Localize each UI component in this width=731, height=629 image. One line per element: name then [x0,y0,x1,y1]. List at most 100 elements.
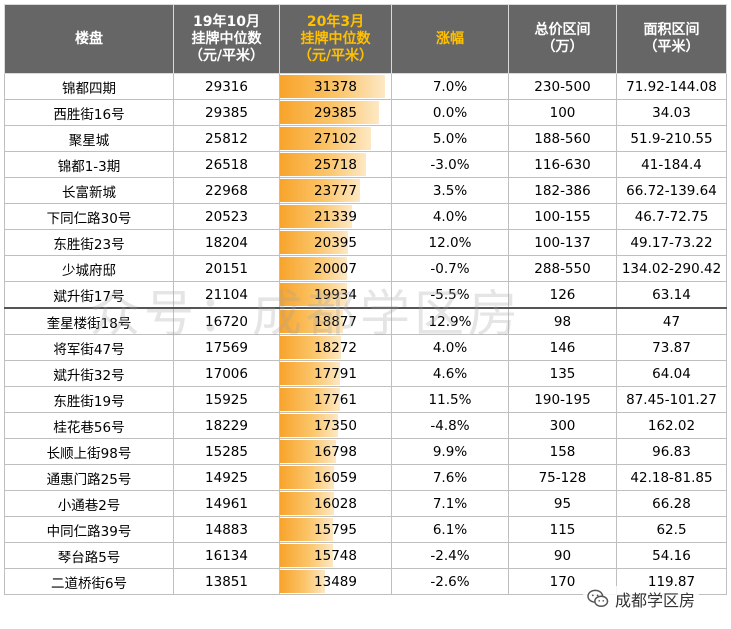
mar20-median-value: 16028 [314,495,357,512]
table-row: 下同仁路30号 20523 21339 4.0% 100-155 46.7-72.75 [4,203,727,230]
total-price-cell: 135 [508,360,617,387]
change-pct-cell: 7.1% [391,490,509,517]
mar20-median-cell: 17791 [279,360,392,387]
data-bar [280,414,339,437]
oct19-median-cell: 15925 [173,386,280,413]
mar20-median-cell: 25718 [279,151,392,178]
total-price-cell: 98 [508,307,617,335]
estate-name-cell: 小通巷2号 [4,490,174,517]
area-range-cell: 64.04 [616,360,727,387]
change-pct-cell: 5.0% [391,125,509,152]
oct19-median-cell: 29316 [173,73,280,100]
total-price-cell: 146 [508,334,617,361]
data-bar [280,257,348,280]
change-pct-cell: 7.6% [391,464,509,491]
table-row: 通惠门路25号 14925 16059 7.6% 75-128 42.18-81.85 [4,464,727,491]
data-bar [280,336,342,359]
table-row: 将军街47号 17569 18272 4.0% 146 73.87 [4,334,727,361]
data-bar [280,75,386,98]
change-pct-cell: 3.5% [391,177,509,204]
data-bar [280,492,334,515]
estate-name-cell: 中同仁路39号 [4,516,174,543]
total-price-cell: 100 [508,99,617,126]
oct19-median-cell: 26518 [173,151,280,178]
data-bar [280,466,334,489]
table-row: 东胜街23号 18204 20395 12.0% 100-137 49.17-73.22 [4,229,727,256]
area-range-cell: 47 [616,307,727,335]
header-area: 面积区间 （平米） [616,4,727,74]
estate-name-cell: 东胜街19号 [4,386,174,413]
data-bar [280,283,348,306]
change-pct-cell: 7.0% [391,73,509,100]
total-price-cell: 158 [508,438,617,465]
change-pct-cell: -2.4% [391,542,509,569]
data-bar [280,570,326,593]
total-price-cell: 190-195 [508,386,617,413]
mar20-median-cell: 16028 [279,490,392,517]
estate-name-cell: 锦都四期 [4,73,174,100]
total-price-cell: 100-137 [508,229,617,256]
table-row: 奎星楼街18号 16720 18877 12.9% 98 47 [4,307,727,335]
estate-name-cell: 琴台路5号 [4,542,174,569]
mar20-median-cell: 21339 [279,203,392,230]
total-price-cell: 115 [508,516,617,543]
area-range-cell: 96.83 [616,438,727,465]
mar20-median-cell: 29385 [279,99,392,126]
data-bar [280,153,367,176]
mar20-median-value: 23777 [314,182,357,199]
area-range-cell: 162.02 [616,412,727,439]
mar20-median-cell: 20007 [279,255,392,282]
mar20-median-value: 16798 [314,443,357,460]
mar20-median-cell: 16798 [279,438,392,465]
oct19-median-cell: 16720 [173,307,280,335]
estate-name-cell: 斌升街32号 [4,360,174,387]
change-pct-cell: 4.6% [391,360,509,387]
estate-name-cell: 将军街47号 [4,334,174,361]
table-row: 中同仁路39号 14883 15795 6.1% 115 62.5 [4,516,727,543]
change-pct-cell: 6.1% [391,516,509,543]
oct19-median-cell: 14961 [173,490,280,517]
oct19-median-cell: 16134 [173,542,280,569]
table-row: 桂花巷56号 18229 17350 -4.8% 300 162.02 [4,412,727,439]
mar20-median-value: 18272 [314,339,357,356]
mar20-median-value: 31378 [314,78,357,95]
mar20-median-value: 19934 [314,286,357,303]
area-range-cell: 34.03 [616,99,727,126]
area-range-cell: 54.16 [616,542,727,569]
housing-price-table: 楼盘 19年10月 挂牌中位数 （元/平米） 20年3月 挂牌中位数 （元/平米） 涨幅… [4,4,727,595]
mar20-median-value: 25718 [314,156,357,173]
oct19-median-cell: 25812 [173,125,280,152]
estate-name-cell: 聚星城 [4,125,174,152]
data-bar [280,440,337,463]
change-pct-cell: 9.9% [391,438,509,465]
data-bar [280,388,340,411]
mar20-median-value: 29385 [314,104,357,121]
area-range-cell: 134.02-290.42 [616,255,727,282]
estate-name-cell: 西胜街16号 [4,99,174,126]
mar20-median-cell: 18272 [279,334,392,361]
header-row: 楼盘 19年10月 挂牌中位数 （元/平米） 20年3月 挂牌中位数 （元/平米） 涨幅… [4,4,727,74]
data-bar [280,518,334,541]
oct19-median-cell: 17006 [173,360,280,387]
oct19-median-cell: 18229 [173,412,280,439]
data-bar [280,544,333,567]
total-price-cell: 188-560 [508,125,617,152]
estate-name-cell: 二道桥街6号 [4,568,174,595]
area-range-cell: 62.5 [616,516,727,543]
total-price-cell: 230-500 [508,73,617,100]
data-bar [280,101,379,124]
oct19-median-cell: 17569 [173,334,280,361]
estate-name-cell: 斌升街17号 [4,281,174,309]
mar20-median-value: 15748 [314,547,357,564]
total-price-cell: 300 [508,412,617,439]
area-range-cell: 41-184.4 [616,151,727,178]
mar20-median-value: 20395 [314,234,357,251]
table-row: 锦都四期 29316 31378 7.0% 230-500 71.92-144.08 [4,73,727,100]
mar20-median-value: 17761 [314,391,357,408]
mar20-median-cell: 18877 [279,307,392,335]
area-range-cell: 51.9-210.55 [616,125,727,152]
area-range-cell: 63.14 [616,281,727,309]
table-row: 小通巷2号 14961 16028 7.1% 95 66.28 [4,490,727,517]
change-pct-cell: -2.6% [391,568,509,595]
area-range-cell: 66.72-139.64 [616,177,727,204]
